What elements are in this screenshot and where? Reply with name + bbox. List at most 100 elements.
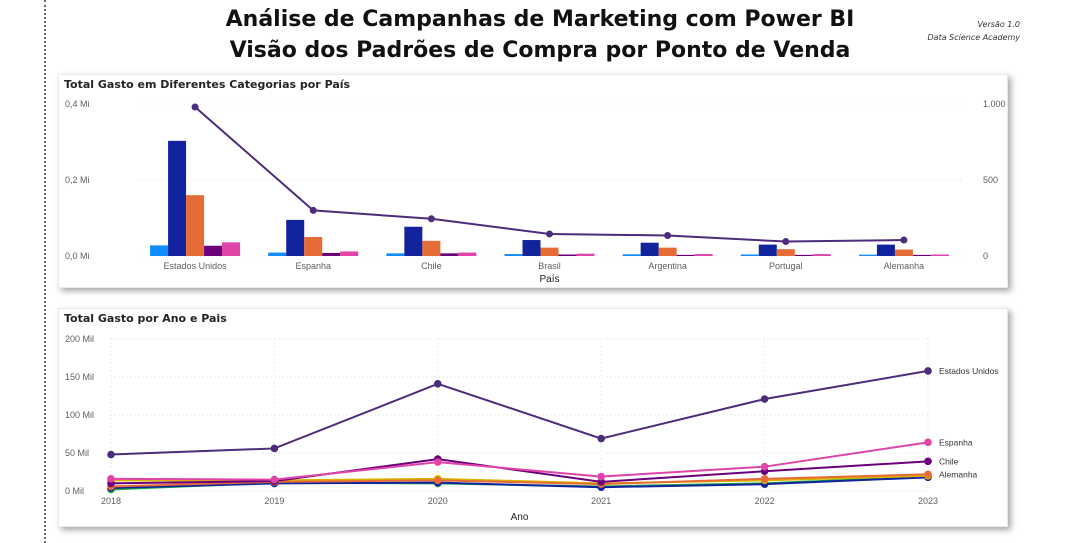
bar xyxy=(186,195,205,256)
bar xyxy=(522,240,541,256)
bar xyxy=(322,252,341,256)
line-point xyxy=(597,478,605,486)
line-point xyxy=(924,470,932,479)
line-chart-card[interactable]: Total Gasto por Ano e Pais 0 Mil 50 Mil 10… xyxy=(58,308,1008,527)
line-point xyxy=(664,231,672,239)
series-end-label: Estados Unidos xyxy=(939,366,999,376)
x-tick-label: 2020 xyxy=(428,496,448,506)
left-dotted-border xyxy=(44,0,46,543)
x-tick-label: Espanha xyxy=(295,261,331,271)
bar xyxy=(268,252,287,256)
line-point xyxy=(434,476,442,485)
bar xyxy=(404,226,423,256)
line-chart-title: Total Gasto por Ano e Pais xyxy=(64,312,227,325)
series-end-label: Alemanha xyxy=(939,469,978,479)
line-point xyxy=(900,236,908,244)
bar-chart-title: Total Gasto em Diferentes Categorias por… xyxy=(64,78,351,91)
organization-label: Data Science Academy xyxy=(927,33,1021,42)
bar xyxy=(286,219,305,256)
bar xyxy=(150,245,169,256)
series-end-label: Espanha xyxy=(939,437,973,447)
line-point xyxy=(760,462,769,471)
y2-tick-label: 1.000 xyxy=(983,99,1006,109)
line-point xyxy=(434,380,442,388)
y-tick-label: 150 Mil xyxy=(65,372,94,382)
bar xyxy=(304,237,323,256)
bar xyxy=(812,254,831,256)
bar-chart-card[interactable]: Total Gasto em Diferentes Categorias por… xyxy=(58,74,1008,288)
line-point xyxy=(427,215,435,223)
line-point xyxy=(270,475,279,484)
bar xyxy=(858,254,877,256)
y-tick-label: 0 Mil xyxy=(65,486,84,496)
bar xyxy=(794,254,813,256)
x-tick-label: Brasil xyxy=(538,261,561,271)
line-point xyxy=(760,475,769,483)
line-point xyxy=(597,472,605,481)
bar xyxy=(340,251,359,256)
y-tick-label: 50 Mil xyxy=(65,448,89,458)
bar xyxy=(758,244,777,256)
bar-chart-svg: 0,0 Mi 0,2 Mi 0,4 Mi 0 500 1.000 Estados Unido… xyxy=(65,99,1006,285)
series-end-label: Chile xyxy=(939,456,959,466)
line-point xyxy=(782,238,790,246)
x-axis-title: País xyxy=(539,274,559,285)
line-series xyxy=(110,473,929,488)
line-chart-svg: 0 Mil 50 Mil 100 Mil 150 Mil 200 Mil 2018 2019… xyxy=(65,334,999,523)
bar xyxy=(168,140,187,256)
line-point xyxy=(270,444,279,453)
dashboard-title: Análise de Campanhas de Marketing com Po… xyxy=(225,7,855,32)
x-tick-label: 2023 xyxy=(918,496,938,506)
bar xyxy=(504,254,523,256)
y-tick-label: 100 Mil xyxy=(65,410,94,420)
y-tick-label: 0,4 Mi xyxy=(65,99,90,109)
line-point xyxy=(191,103,199,111)
bar xyxy=(640,242,659,256)
x-tick-label: 2021 xyxy=(591,496,611,506)
bar xyxy=(876,244,895,256)
bar xyxy=(912,254,931,256)
line-point xyxy=(546,230,553,238)
version-label: Versão 1.0 xyxy=(977,20,1020,29)
line-point xyxy=(107,450,115,459)
bar xyxy=(658,247,677,256)
x-tick-label: Chile xyxy=(421,261,442,271)
bar xyxy=(894,249,913,256)
line-point xyxy=(309,206,317,214)
y-tick-label: 200 Mil xyxy=(65,334,94,344)
line-point xyxy=(924,457,932,466)
x-tick-label: 2022 xyxy=(755,496,775,506)
version-info: Versão 1.0 Data Science Academy xyxy=(928,18,1021,44)
bar xyxy=(440,253,459,256)
dashboard-header: Análise de Campanhas de Marketing com Po… xyxy=(120,4,960,66)
y-tick-label: 0,2 Mi xyxy=(65,175,90,185)
bar xyxy=(622,254,641,256)
line-point xyxy=(434,458,442,466)
bar xyxy=(386,253,405,256)
y-tick-label: 0,0 Mi xyxy=(65,251,90,261)
dashboard-subtitle: Visão dos Padrões de Compra por Ponto de… xyxy=(229,38,851,63)
bar xyxy=(458,252,477,256)
x-tick-label: Estados Unidos xyxy=(164,261,228,271)
line-point xyxy=(597,434,605,443)
line-point xyxy=(107,475,115,483)
line-series xyxy=(110,441,929,481)
x-axis-title: Ano xyxy=(511,512,529,523)
line-point xyxy=(924,367,932,375)
line-point xyxy=(760,395,769,403)
x-tick-label: Portugal xyxy=(769,261,803,271)
line-series xyxy=(110,476,929,489)
x-tick-label: Alemanha xyxy=(884,261,925,271)
bar xyxy=(576,253,595,256)
bar xyxy=(422,240,441,256)
line-series xyxy=(110,458,929,485)
bar xyxy=(776,249,795,256)
x-tick-label: 2019 xyxy=(264,496,284,506)
line-point xyxy=(924,438,932,447)
y2-tick-label: 0 xyxy=(983,251,988,261)
bar xyxy=(694,254,713,256)
x-tick-label: 2018 xyxy=(101,496,121,506)
x-tick-label: Argentina xyxy=(648,261,687,271)
bar xyxy=(740,254,759,256)
bar xyxy=(222,242,241,256)
